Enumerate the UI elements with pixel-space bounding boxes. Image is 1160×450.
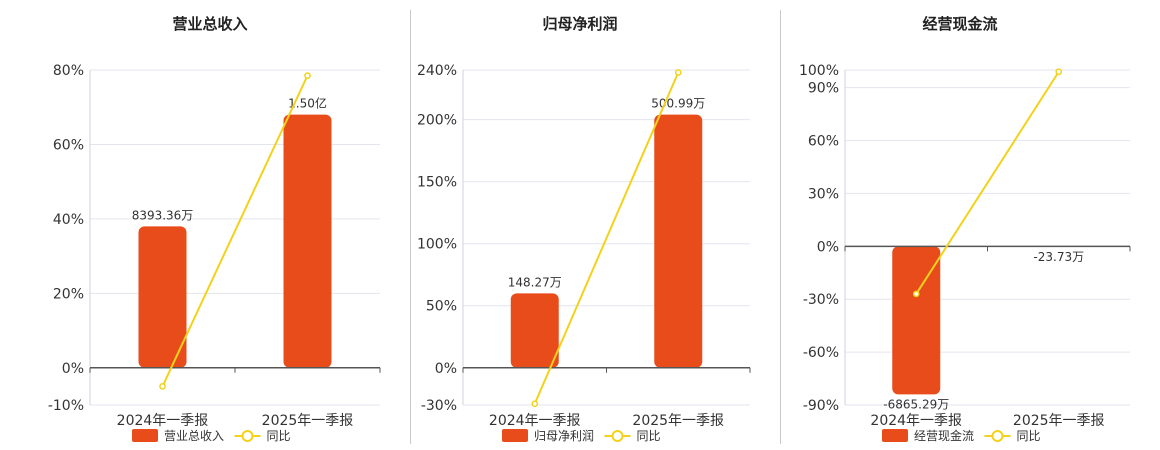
- y-tick-label: 30%: [808, 186, 839, 202]
- legend-swatch-marker: [241, 430, 254, 442]
- y-tick-label: 0%: [435, 361, 457, 377]
- yoy-point: [159, 383, 166, 390]
- legend: 归母净利润 同比: [502, 429, 661, 443]
- x-tick-label: 2024年一季报: [489, 413, 581, 429]
- legend: 经营现金流 同比: [882, 428, 1041, 443]
- y-tick-label: 80%: [53, 63, 84, 79]
- legend-label-bar: 营业总收入: [164, 429, 224, 443]
- x-tick-label: 2025年一季报: [1013, 413, 1105, 429]
- legend-label-line: 同比: [1017, 429, 1041, 443]
- y-tick-label: 90%: [808, 81, 839, 97]
- chart-panel-1: 营业总收入 -10% 0% 20% 40% 60% 80% 8393.36万 1.50亿 2024…: [48, 15, 381, 443]
- legend-swatch-marker: [611, 430, 624, 442]
- y-tick-label: 50%: [426, 299, 457, 315]
- y-tick-label: 150%: [417, 175, 457, 191]
- y-tick-label: -10%: [48, 398, 84, 414]
- yoy-line: [915, 71, 1060, 295]
- x-tick-label: 2025年一季报: [262, 413, 354, 429]
- bar-value-label: -6865.29万: [883, 397, 949, 411]
- bar: [510, 293, 559, 368]
- yoy-line: [533, 72, 680, 405]
- y-tick-label: -30%: [803, 292, 839, 308]
- y-tick-label: -90%: [803, 398, 839, 414]
- chart-panel-2: 归母净利润 -30% 0% 50% 100% 150% 200% 240% 148.27万 500…: [417, 15, 751, 443]
- bar: [654, 114, 703, 368]
- bar-value-label: 500.99万: [651, 97, 705, 111]
- bar: [138, 226, 187, 368]
- y-tick-label: -60%: [803, 345, 839, 361]
- y-tick-label: 200%: [417, 113, 457, 129]
- yoy-point: [912, 290, 920, 298]
- y-tick-label: 0%: [817, 239, 839, 255]
- chart-title: 经营现金流: [922, 15, 997, 33]
- panel-divider-1: [410, 10, 411, 444]
- y-tick-label: 40%: [53, 212, 84, 228]
- bar: [892, 246, 941, 395]
- legend-label-line: 同比: [637, 429, 661, 443]
- yoy-point: [531, 400, 539, 408]
- chart-panel-3: 经营现金流 -90% -60% -30% 0% 30% 60% 90% 100% -6865.29…: [799, 15, 1131, 443]
- y-tick-label: -30%: [421, 398, 457, 414]
- yoy-point: [1055, 68, 1063, 76]
- y-tick-label: 240%: [417, 63, 457, 79]
- legend-swatch-bar: [882, 429, 908, 442]
- y-tick-label: 60%: [808, 134, 839, 150]
- y-tick-label: 20%: [53, 286, 84, 302]
- x-tick-label: 2024年一季报: [117, 413, 209, 429]
- bar-value-label: -23.73万: [1033, 250, 1084, 264]
- y-tick-label: 100%: [417, 237, 457, 253]
- legend: 营业总收入 同比: [132, 429, 291, 443]
- yoy-point: [304, 72, 311, 79]
- legend-swatch-bar: [502, 429, 528, 442]
- y-tick-label: 0%: [62, 361, 84, 377]
- bar-value-label: 148.27万: [508, 275, 562, 289]
- bar-value-label: 1.50亿: [288, 96, 327, 111]
- legend-label-line: 同比: [267, 429, 291, 443]
- y-tick-label: 100%: [799, 63, 839, 79]
- chart-title: 归母净利润: [542, 15, 617, 33]
- legend-label-bar: 经营现金流: [914, 428, 974, 443]
- bar-value-label: 8393.36万: [132, 208, 194, 222]
- yoy-line: [161, 75, 309, 387]
- legend-label-bar: 归母净利润: [534, 429, 594, 443]
- legend-swatch-marker: [991, 430, 1004, 442]
- bar: [283, 114, 332, 368]
- y-tick-label: 60%: [53, 137, 84, 153]
- legend-swatch-bar: [132, 429, 158, 442]
- panel-divider-2: [780, 10, 781, 444]
- yoy-point: [674, 69, 682, 76]
- x-tick-label: 2025年一季报: [632, 413, 724, 429]
- chart-title: 营业总收入: [172, 15, 247, 33]
- x-tick-label: 2024年一季报: [870, 413, 962, 429]
